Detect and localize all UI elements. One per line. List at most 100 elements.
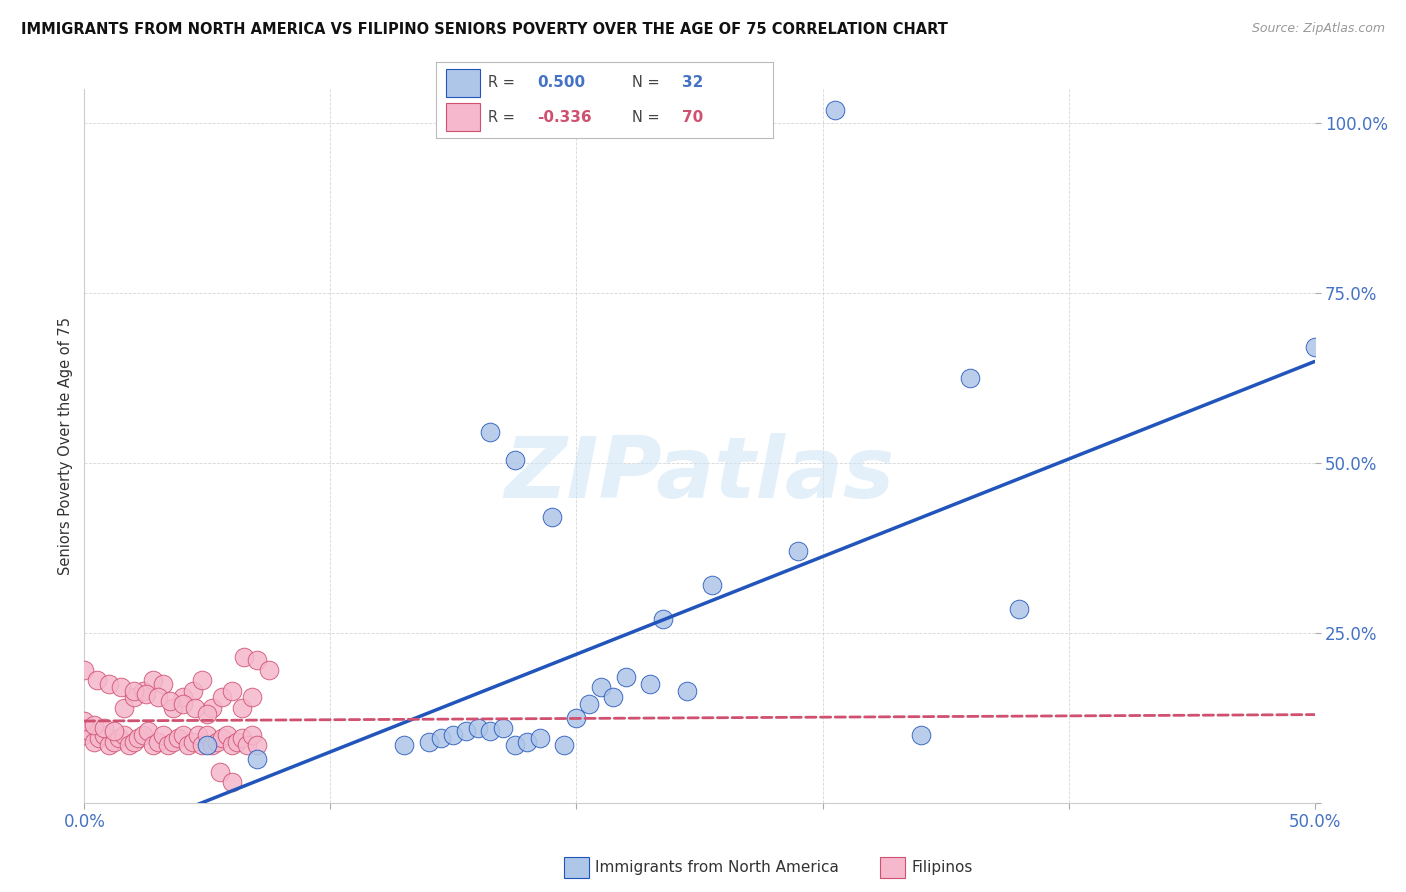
Point <box>824 103 846 117</box>
Point <box>148 690 170 705</box>
Point <box>541 510 564 524</box>
Point <box>172 728 194 742</box>
Text: 0.500: 0.500 <box>537 76 585 90</box>
Text: ZIPatlas: ZIPatlas <box>505 433 894 516</box>
Point <box>614 670 637 684</box>
Bar <box>446 103 479 130</box>
Point <box>787 544 810 558</box>
Point <box>553 738 575 752</box>
Bar <box>446 70 479 96</box>
Point <box>110 680 132 694</box>
Point <box>1008 602 1031 616</box>
Point <box>454 724 477 739</box>
Text: -0.336: -0.336 <box>537 110 592 125</box>
Point <box>221 738 243 752</box>
Point <box>208 765 231 780</box>
Point <box>503 452 526 467</box>
Point <box>181 734 204 748</box>
Y-axis label: Seniors Poverty Over the Age of 75: Seniors Poverty Over the Age of 75 <box>58 317 73 575</box>
Point <box>73 663 96 677</box>
Point <box>529 731 551 746</box>
Point <box>181 683 204 698</box>
Point <box>240 728 263 742</box>
Point <box>246 653 269 667</box>
Point <box>676 683 699 698</box>
Bar <box>880 857 905 879</box>
Point <box>142 738 165 752</box>
Text: R =: R = <box>488 110 520 125</box>
Point <box>211 731 233 746</box>
Point <box>112 700 135 714</box>
Text: Immigrants from North America: Immigrants from North America <box>595 861 838 875</box>
Point <box>157 738 180 752</box>
Point <box>122 690 145 705</box>
Point <box>132 683 155 698</box>
Point <box>79 724 101 739</box>
Point <box>246 751 269 765</box>
Point <box>516 734 538 748</box>
Text: Source: ZipAtlas.com: Source: ZipAtlas.com <box>1251 22 1385 36</box>
Point <box>98 738 120 752</box>
Point <box>217 728 239 742</box>
Point <box>191 738 214 752</box>
Point <box>201 700 224 714</box>
Point <box>118 738 141 752</box>
Text: R =: R = <box>488 76 520 90</box>
Point <box>98 677 120 691</box>
Point <box>430 731 453 746</box>
Point <box>211 690 233 705</box>
Point <box>162 734 184 748</box>
Point <box>602 690 624 705</box>
Text: IMMIGRANTS FROM NORTH AMERICA VS FILIPINO SENIORS POVERTY OVER THE AGE OF 75 COR: IMMIGRANTS FROM NORTH AMERICA VS FILIPIN… <box>21 22 948 37</box>
Point <box>418 734 440 748</box>
Point <box>186 728 209 742</box>
Point <box>122 734 145 748</box>
Point <box>700 578 723 592</box>
Point <box>152 728 174 742</box>
Point <box>394 738 416 752</box>
Point <box>152 677 174 691</box>
Point <box>138 724 160 739</box>
Point <box>87 731 111 746</box>
Point <box>177 738 200 752</box>
Point <box>148 734 170 748</box>
Point <box>910 728 932 742</box>
Text: 32: 32 <box>682 76 703 90</box>
Point <box>93 728 115 742</box>
Point <box>225 734 249 748</box>
Point <box>135 687 157 701</box>
Point <box>103 734 125 748</box>
Point <box>172 698 194 712</box>
Point <box>197 728 219 742</box>
Point <box>246 738 269 752</box>
Point <box>240 690 263 705</box>
Bar <box>564 857 589 879</box>
Point <box>479 724 502 739</box>
Point <box>959 371 981 385</box>
Point <box>103 724 125 739</box>
Point <box>236 738 259 752</box>
Point <box>467 721 489 735</box>
Point <box>128 731 150 746</box>
Point <box>172 690 194 705</box>
Point <box>231 700 253 714</box>
Point <box>108 731 131 746</box>
Point <box>112 728 135 742</box>
Point <box>1303 341 1326 355</box>
Point <box>443 728 465 742</box>
Point <box>142 673 165 688</box>
Point <box>578 698 600 712</box>
Text: Filipinos: Filipinos <box>911 861 973 875</box>
Text: N =: N = <box>631 76 664 90</box>
Point <box>479 425 502 440</box>
Point <box>221 775 243 789</box>
Point <box>257 663 280 677</box>
Point <box>162 700 184 714</box>
Point <box>83 717 105 731</box>
Point <box>591 680 613 694</box>
Text: N =: N = <box>631 110 664 125</box>
Point <box>503 738 526 752</box>
Text: 70: 70 <box>682 110 703 125</box>
Point <box>207 734 229 748</box>
Point <box>93 721 115 735</box>
